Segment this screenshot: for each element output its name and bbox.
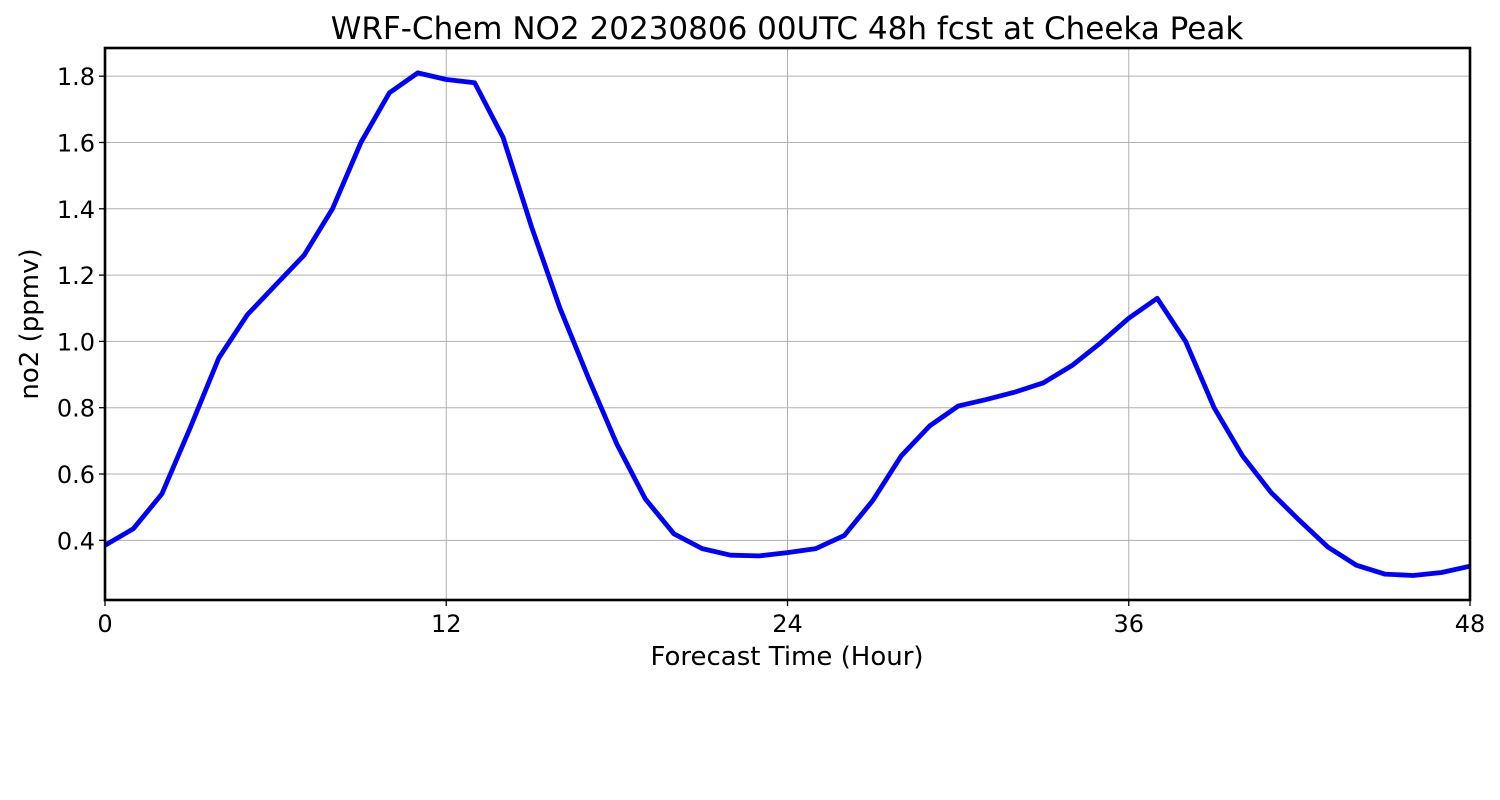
x-tick-label: 12 bbox=[431, 610, 462, 638]
x-axis-label: Forecast Time (Hour) bbox=[650, 642, 923, 672]
y-tick-label: 1.8 bbox=[57, 63, 95, 91]
plot-frame bbox=[103, 46, 1472, 602]
no2-series-line bbox=[103, 70, 1471, 578]
x-tick-label: 36 bbox=[1113, 610, 1144, 638]
y-tick-label: 0.6 bbox=[57, 461, 95, 489]
y-axis-label: no2 (ppmv) bbox=[15, 248, 45, 399]
x-tick-label: 24 bbox=[772, 610, 803, 638]
tick-labels-layer: 0 12 24 36 48 0.4 0.6 0.8 1.0 1.2 1.4 1.6 1.8 bbox=[57, 63, 1485, 638]
x-tick-label: 0 bbox=[97, 610, 112, 638]
y-tick-label: 0.8 bbox=[57, 395, 95, 423]
chart-title: WRF-Chem NO2 20230806 00UTC 48h fcst at … bbox=[331, 11, 1244, 47]
y-tick-label: 1.2 bbox=[57, 262, 95, 290]
y-tick-label: 1.0 bbox=[57, 328, 95, 356]
x-tick-label: 48 bbox=[1455, 610, 1486, 638]
y-tick-label: 1.4 bbox=[57, 196, 95, 224]
y-tick-label: 0.4 bbox=[57, 527, 95, 555]
series-layer bbox=[103, 70, 1471, 578]
y-tick-label: 1.6 bbox=[57, 129, 95, 157]
